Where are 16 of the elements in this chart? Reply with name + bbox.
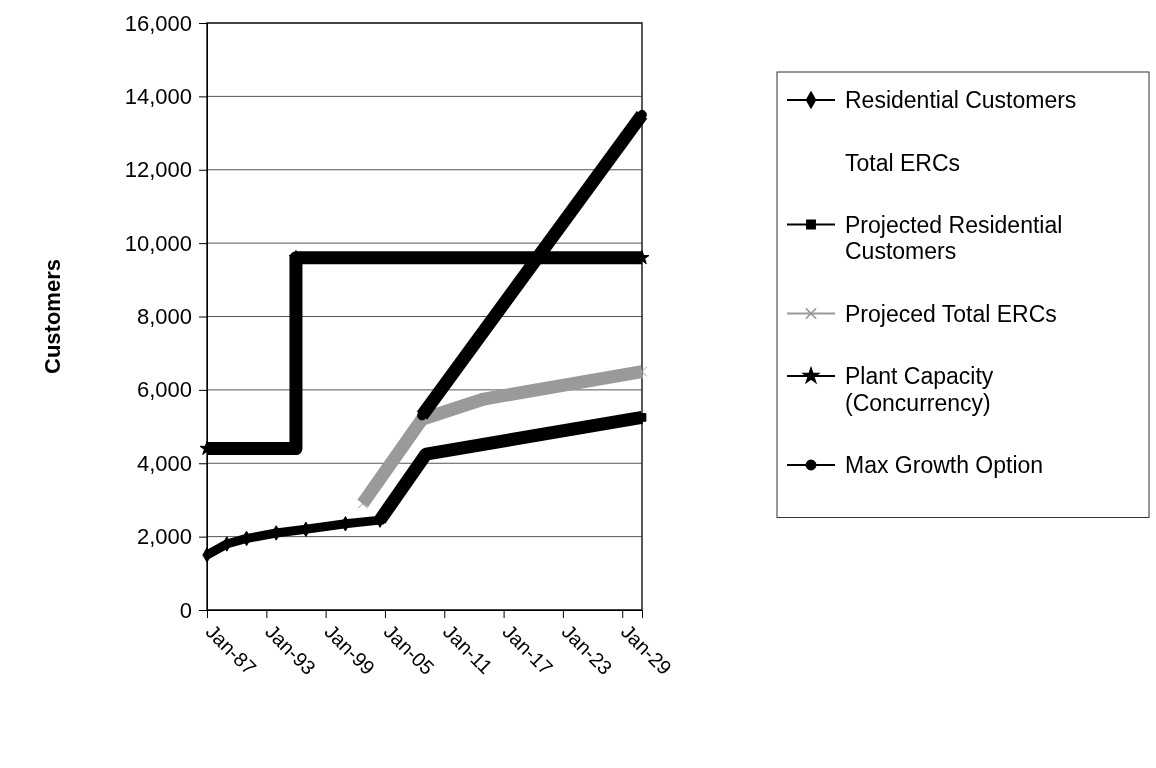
y-axis-title: Customers (40, 259, 65, 374)
legend-label: Max Growth Option (845, 452, 1044, 479)
text: Total ERCs (845, 149, 961, 176)
y-tick-label: 6,000 (136, 377, 192, 403)
y-tick-label: 12,000 (124, 157, 192, 183)
y-tick-label: 0 (179, 597, 192, 623)
y-tick-label: 2,000 (136, 524, 192, 550)
legend-label: Plant Capacity (Concurrency) (845, 363, 994, 416)
y-tick-label: 4,000 (136, 450, 192, 476)
y-tick-label: 10,000 (124, 230, 192, 256)
y-tick-label: 14,000 (124, 83, 192, 109)
y-tick-label: 16,000 (124, 10, 192, 36)
y-tick-label: 8,000 (136, 304, 192, 330)
legend-label: Projeced Total ERCs (845, 300, 1057, 327)
legend-label: Projected Residential Customers (845, 211, 1063, 264)
legend-label: Residential Customers (845, 87, 1077, 114)
